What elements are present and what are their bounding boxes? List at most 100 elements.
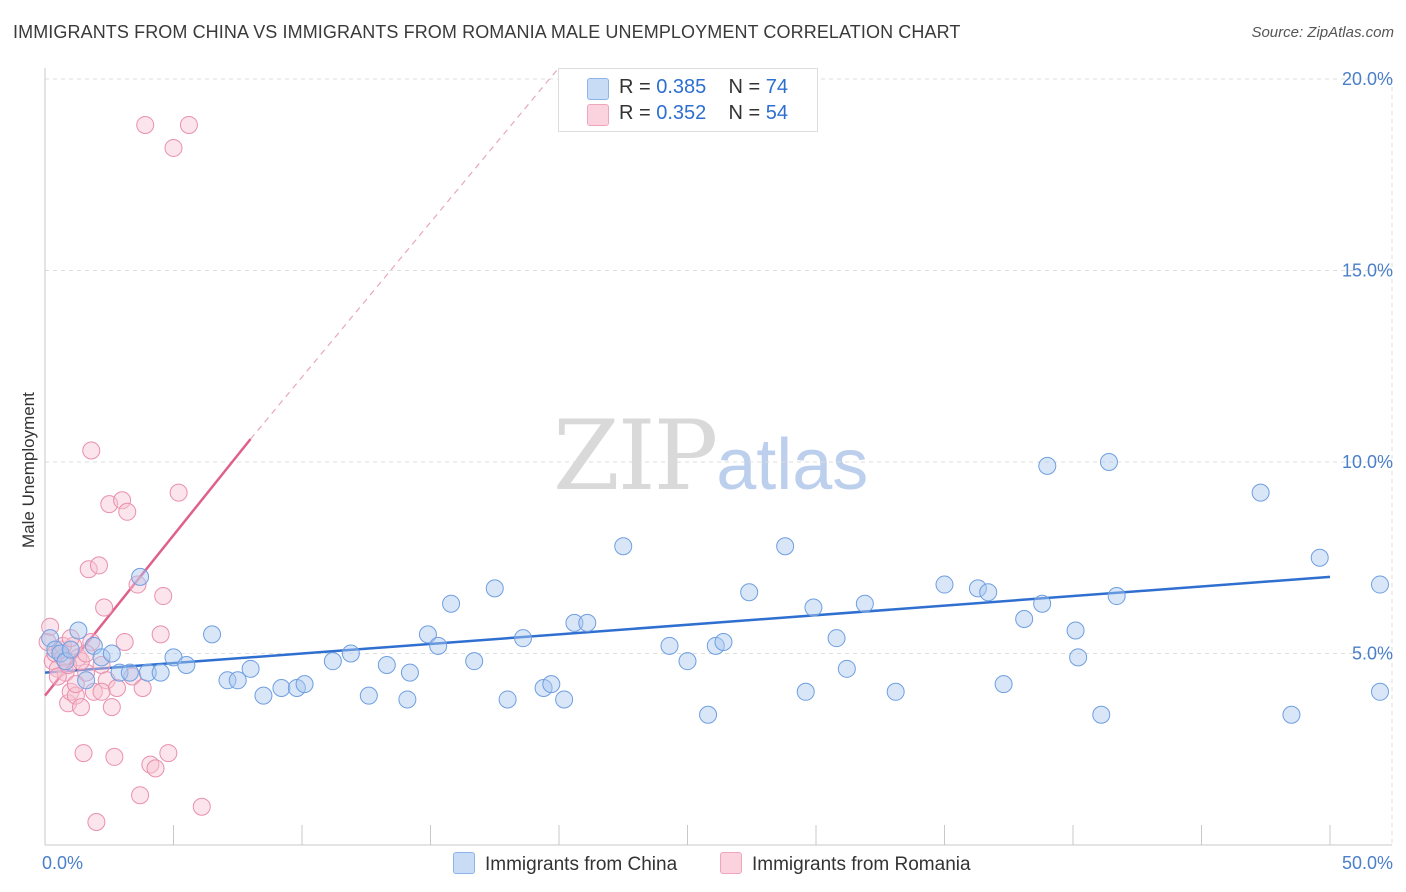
romania-point — [154, 587, 173, 606]
china-point — [442, 594, 461, 613]
china-point — [796, 682, 815, 701]
legend-r-value-china: 0.385 — [656, 76, 707, 98]
romania-point — [77, 663, 96, 682]
china-point — [69, 621, 88, 640]
y-tick-label: 5.0% — [1352, 644, 1393, 664]
china-point — [1092, 705, 1111, 724]
legend-r-label: R = — [619, 102, 657, 124]
china-point — [138, 663, 157, 682]
china-point — [465, 652, 484, 671]
romania-trend-extension — [250, 67, 560, 440]
y-axis-label: Male Unemployment — [19, 392, 38, 548]
china-point — [776, 537, 795, 556]
legend-n-label: N = — [728, 76, 766, 98]
china-point — [151, 663, 170, 682]
china-point — [110, 663, 129, 682]
romania-point — [146, 759, 165, 778]
romania-point — [107, 678, 126, 697]
china-point — [77, 671, 96, 690]
china-point — [131, 567, 150, 586]
china-point — [1371, 575, 1389, 594]
legend-swatch-romania — [587, 104, 609, 126]
bottom-legend-swatch-romania — [720, 852, 742, 874]
romania-point — [179, 115, 198, 134]
china-point — [418, 625, 437, 644]
china-point — [400, 663, 419, 682]
y-tick-label: 10.0% — [1342, 452, 1393, 472]
china-point — [827, 629, 846, 648]
axes — [44, 68, 1392, 846]
china-point — [1251, 483, 1270, 502]
china-point — [398, 690, 417, 709]
romania-point — [87, 813, 106, 832]
china-point — [341, 644, 360, 663]
china-point — [241, 659, 260, 678]
china-point — [837, 659, 856, 678]
china-point — [323, 652, 342, 671]
legend-r-value-romania: 0.352 — [656, 102, 707, 124]
china-point — [228, 671, 247, 690]
tick-labels: 5.0% 10.0% 15.0% 20.0% 0.0% 50.0% — [42, 69, 1393, 873]
china-point — [1033, 594, 1052, 613]
china-point — [714, 633, 733, 652]
china-point — [1371, 682, 1389, 701]
china-trend-line — [44, 575, 1331, 674]
chart-title: IMMIGRANTS FROM CHINA VS IMMIGRANTS FROM… — [13, 22, 961, 42]
china-point — [740, 583, 759, 602]
romania-point — [95, 598, 114, 617]
bottom-legend-china: Immigrants from China — [453, 852, 677, 876]
china-point — [886, 682, 905, 701]
bottom-legend-swatch-china — [453, 852, 475, 874]
romania-point — [66, 675, 85, 694]
china-point — [272, 678, 291, 697]
china-point — [979, 583, 998, 602]
stats-legend: R = 0.385 N = 74 R = 0.352 N = 54 — [558, 68, 818, 132]
china-point — [429, 636, 448, 655]
china-point — [377, 655, 396, 674]
china-point — [295, 675, 314, 694]
legend-n-value-china: 74 — [765, 76, 789, 98]
china-point — [660, 636, 679, 655]
watermark: ZIPatlas — [553, 400, 868, 512]
china-point — [555, 690, 574, 709]
legend-r-label: R = — [619, 76, 657, 98]
y-tick-label: 20.0% — [1342, 69, 1393, 89]
romania-point — [71, 698, 90, 717]
china-point — [61, 640, 80, 659]
romania-point — [102, 698, 121, 717]
x-tick-label: 50.0% — [1342, 853, 1393, 873]
legend-n-label: N = — [728, 102, 766, 124]
china-point — [614, 537, 633, 556]
china-point — [565, 613, 584, 632]
romania-point — [151, 625, 170, 644]
romania-point — [113, 491, 132, 510]
china-point — [41, 629, 60, 648]
romania-point — [48, 667, 67, 686]
china-point — [92, 648, 111, 667]
china-point — [678, 652, 697, 671]
china-point — [56, 652, 75, 671]
china-point — [1066, 621, 1085, 640]
china-point — [855, 594, 874, 613]
romania-point — [118, 502, 137, 521]
china-point — [177, 655, 196, 674]
romania-point — [133, 678, 152, 697]
china-point — [1107, 587, 1126, 606]
romania-point — [169, 483, 188, 502]
china-point — [1069, 648, 1088, 667]
china-point — [102, 644, 121, 663]
romania-point — [192, 797, 211, 816]
bottom-legend-label-china: Immigrants from China — [485, 854, 678, 875]
china-points — [41, 453, 1389, 724]
china-point — [218, 671, 237, 690]
china-point — [254, 686, 273, 705]
china-point — [498, 690, 517, 709]
watermark-zip: ZIP — [553, 400, 718, 512]
romania-point — [136, 115, 155, 134]
romania-point — [131, 786, 150, 805]
legend-swatch-china — [587, 78, 609, 100]
watermark-atlas: atlas — [716, 425, 869, 505]
source-label: Source: ZipAtlas.com — [1251, 24, 1394, 41]
china-point — [1099, 453, 1118, 471]
